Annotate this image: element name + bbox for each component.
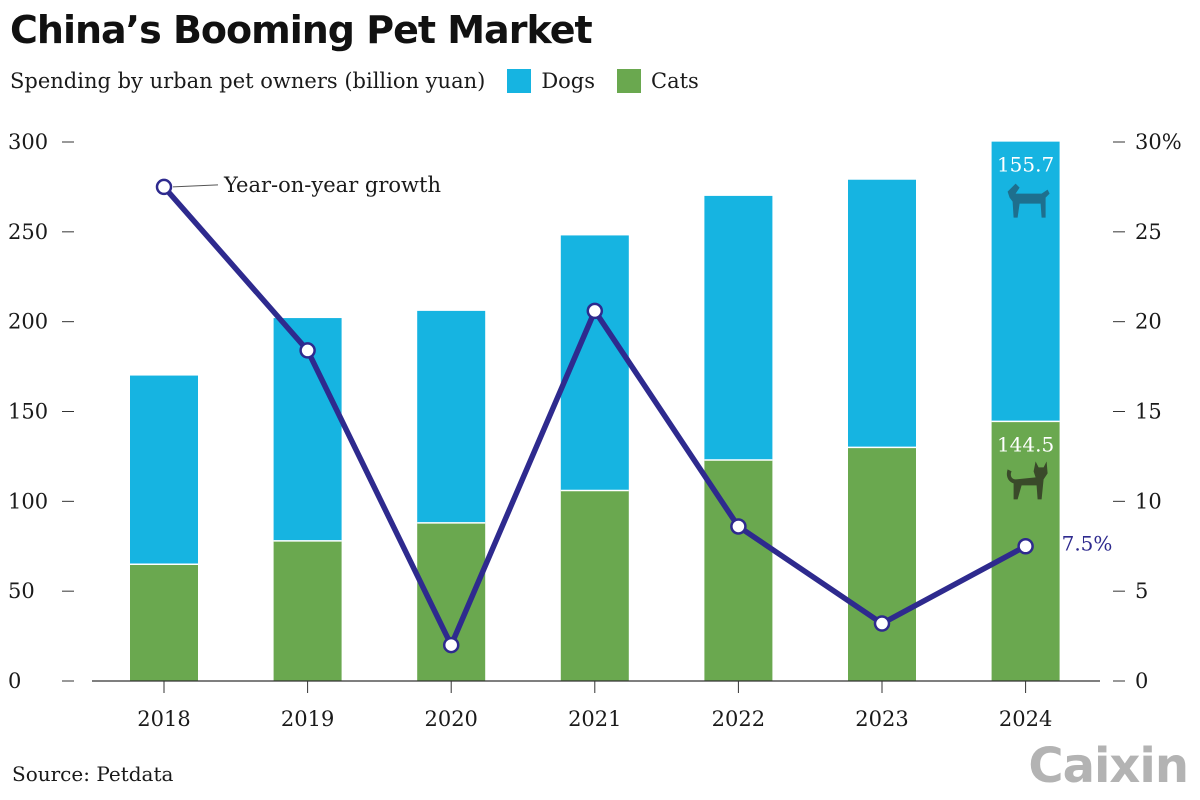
bar-cats [848, 447, 916, 681]
y-tick-label: 50 [8, 579, 35, 603]
cat-icon-body [1006, 461, 1048, 500]
y2-tick-label: 10 [1135, 489, 1162, 513]
y2-tick-label: 5 [1135, 579, 1148, 603]
growth-point [730, 518, 747, 535]
growth-point [299, 342, 316, 359]
bar-cats [130, 564, 198, 681]
legend-swatch-dogs [507, 69, 532, 93]
growth-point [155, 178, 173, 196]
x-tick-label: 2020 [424, 707, 477, 731]
dog-icon [1007, 183, 1050, 218]
growth-line-label: Year-on-year growth [223, 173, 441, 197]
legend-swatch-cats [617, 69, 642, 93]
source-note: Source: Petdata [12, 762, 174, 786]
cat-icon [1006, 461, 1048, 500]
legend-item-cats: Cats [617, 69, 699, 93]
bar-cats [273, 540, 342, 681]
legend-item-dogs: Dogs [507, 69, 595, 93]
y-tick-label: 0 [8, 669, 21, 693]
x-tick-label: 2019 [281, 707, 334, 731]
bar-dogs [417, 310, 486, 523]
x-tick-label: 2023 [855, 707, 908, 731]
y2-tick-label: 30% [1135, 130, 1182, 154]
chart-title: China’s Booming Pet Market [10, 8, 593, 52]
y-tick-label: 250 [8, 220, 48, 244]
x-tick-label: 2021 [568, 707, 621, 731]
growth-point [1017, 538, 1034, 555]
x-tick-label: 2022 [712, 707, 765, 731]
legend-label-dogs: Dogs [541, 69, 596, 93]
data-label-dogs-2024: 155.7 [997, 153, 1054, 177]
y2-tick-label: 15 [1135, 400, 1162, 424]
subtitle-row: Spending by urban pet owners (billion yu… [10, 66, 699, 96]
y2-tick-label: 20 [1135, 310, 1162, 334]
growth-point [586, 302, 604, 320]
bar-cats [560, 490, 629, 681]
y-tick-label: 300 [8, 130, 48, 154]
dog-icon-body [1007, 183, 1050, 218]
bar-dogs [848, 179, 916, 448]
legend-label-cats: Cats [651, 69, 699, 93]
chart-subtitle: Spending by urban pet owners (billion yu… [10, 69, 486, 93]
bar-dogs [704, 195, 773, 461]
growth-point [873, 615, 891, 632]
y2-tick-label: 25 [1135, 220, 1162, 244]
growth-point [442, 636, 460, 654]
bar-dogs [991, 141, 1060, 422]
bar-dogs [130, 375, 198, 565]
growth-label-leader [172, 184, 219, 188]
y2-tick-label: 0 [1135, 669, 1148, 693]
x-tick-label: 2024 [999, 707, 1052, 731]
data-label-growth-2024: 7.5% [1062, 531, 1113, 555]
y-tick-label: 200 [8, 310, 48, 334]
x-tick-label: 2018 [137, 707, 190, 731]
y-tick-label: 100 [8, 489, 48, 513]
data-label-cats-2024: 144.5 [997, 432, 1054, 456]
y-tick-label: 150 [8, 400, 48, 424]
brand-logo: Caixin [1028, 738, 1189, 794]
